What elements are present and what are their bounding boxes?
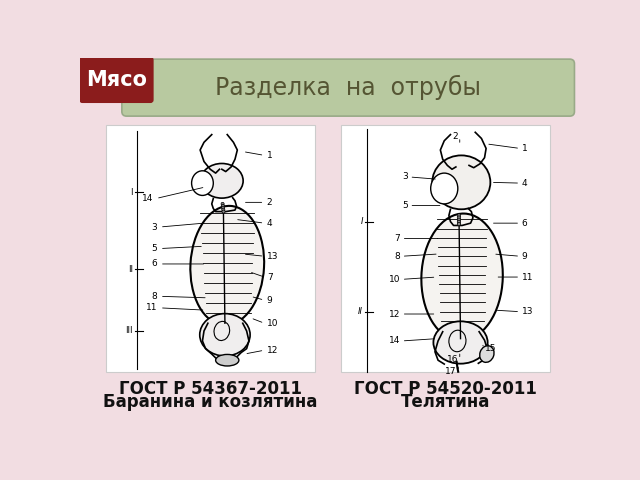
Text: ГОСТ Р 54367-2011: ГОСТ Р 54367-2011 [118, 380, 301, 398]
Text: 4: 4 [267, 219, 273, 228]
Text: 7: 7 [267, 273, 273, 282]
Text: 8: 8 [152, 292, 157, 301]
Text: 5: 5 [152, 244, 157, 253]
Text: 11: 11 [146, 303, 157, 312]
Ellipse shape [191, 171, 213, 195]
Ellipse shape [433, 321, 488, 364]
Text: 11: 11 [522, 273, 533, 282]
Circle shape [457, 220, 461, 224]
Ellipse shape [190, 206, 264, 325]
Ellipse shape [431, 173, 458, 204]
Text: 17: 17 [445, 367, 457, 376]
Bar [341, 125, 550, 372]
Circle shape [457, 214, 461, 217]
Text: Баранина и козлятина: Баранина и козлятина [103, 393, 317, 411]
Text: 16: 16 [447, 355, 458, 364]
Bar [106, 125, 315, 372]
Text: 6: 6 [152, 260, 157, 268]
Text: 10: 10 [267, 319, 278, 328]
Text: 15: 15 [484, 344, 496, 353]
Ellipse shape [200, 313, 250, 356]
Circle shape [221, 204, 225, 207]
Ellipse shape [216, 354, 239, 366]
Text: 12: 12 [388, 310, 400, 319]
Text: 2: 2 [452, 132, 458, 142]
Text: 6: 6 [522, 219, 527, 228]
Text: III: III [125, 326, 132, 336]
Text: Мясо: Мясо [86, 70, 147, 90]
Circle shape [221, 208, 225, 211]
Ellipse shape [421, 214, 503, 340]
Circle shape [222, 210, 225, 213]
Circle shape [457, 218, 461, 221]
Text: 13: 13 [522, 307, 533, 316]
Text: Телятина: Телятина [401, 393, 490, 411]
Text: 1: 1 [522, 144, 527, 153]
Text: 5: 5 [402, 201, 408, 210]
Text: 7: 7 [394, 234, 400, 243]
Text: 8: 8 [394, 252, 400, 261]
Text: ГОСТ Р 54520-2011: ГОСТ Р 54520-2011 [355, 380, 537, 398]
Text: 4: 4 [522, 179, 527, 188]
Text: 9: 9 [267, 296, 273, 305]
Text: Разделка  на  отрубы: Разделка на отрубы [215, 75, 481, 100]
Text: II: II [128, 265, 132, 274]
Ellipse shape [480, 346, 494, 362]
Text: 14: 14 [388, 336, 400, 346]
Text: II: II [358, 307, 363, 316]
Text: 10: 10 [388, 275, 400, 284]
FancyBboxPatch shape [79, 57, 154, 103]
Circle shape [221, 203, 224, 205]
Text: 2: 2 [267, 198, 273, 207]
Circle shape [221, 206, 225, 209]
Text: 9: 9 [522, 252, 527, 261]
Ellipse shape [200, 164, 243, 198]
Ellipse shape [432, 156, 490, 209]
Text: I: I [130, 188, 132, 197]
Circle shape [457, 222, 461, 226]
FancyBboxPatch shape [122, 59, 575, 116]
Text: 12: 12 [267, 346, 278, 355]
Circle shape [457, 216, 461, 219]
Text: 3: 3 [402, 172, 408, 181]
Text: 1: 1 [267, 151, 273, 160]
Text: 13: 13 [267, 252, 278, 261]
Text: I: I [360, 217, 363, 226]
Text: 3: 3 [152, 223, 157, 231]
Text: 14: 14 [142, 194, 154, 203]
